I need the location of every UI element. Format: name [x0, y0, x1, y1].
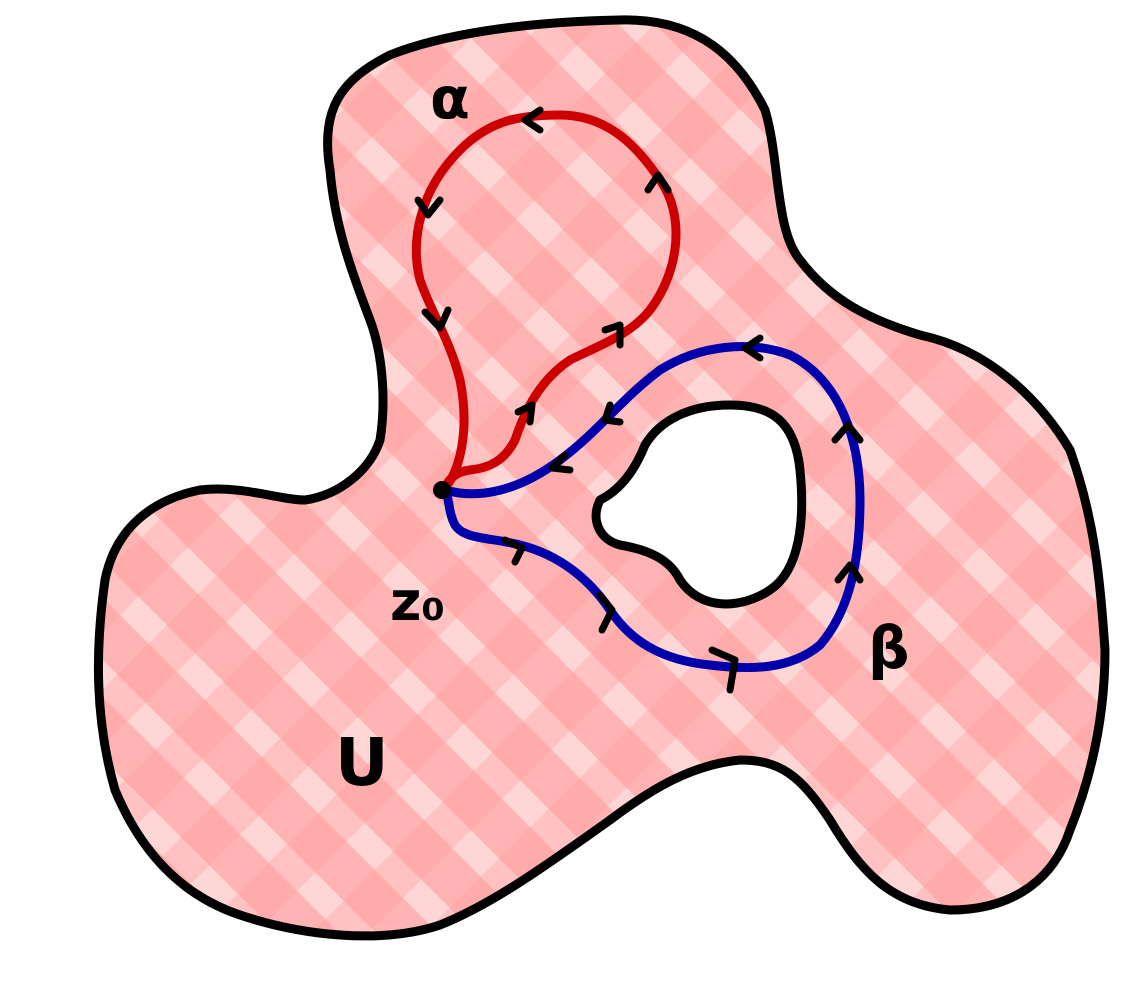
loop-alpha [411, 110, 681, 493]
chevron-arrow-icon [834, 561, 864, 584]
label-beta: β [868, 614, 910, 682]
region-outer-boundary [93, 15, 1110, 941]
chevron-arrow-icon [708, 646, 739, 694]
label-basepoint: z₀ [390, 570, 445, 633]
chevron-arrow-icon [596, 591, 616, 634]
basepoint-dot [433, 481, 451, 499]
chevron-arrow-icon [421, 306, 452, 332]
beta-direction-arrows [501, 334, 864, 694]
chevron-arrow-icon [501, 536, 526, 566]
chevron-arrow-icon [521, 106, 544, 134]
chevron-arrow-icon [414, 196, 444, 219]
label-region: U [335, 724, 389, 801]
label-alpha: α [430, 64, 470, 132]
chevron-arrow-icon [514, 401, 536, 426]
alpha-direction-arrows [414, 106, 672, 426]
chevron-arrow-icon [644, 171, 672, 194]
chevron-arrow-icon [741, 334, 764, 362]
chevron-arrow-icon [548, 451, 574, 474]
chevron-arrow-icon [601, 321, 624, 349]
chevron-arrow-icon [831, 421, 864, 444]
region-hole-boundary [591, 400, 807, 609]
chevron-arrow-icon [601, 401, 624, 426]
